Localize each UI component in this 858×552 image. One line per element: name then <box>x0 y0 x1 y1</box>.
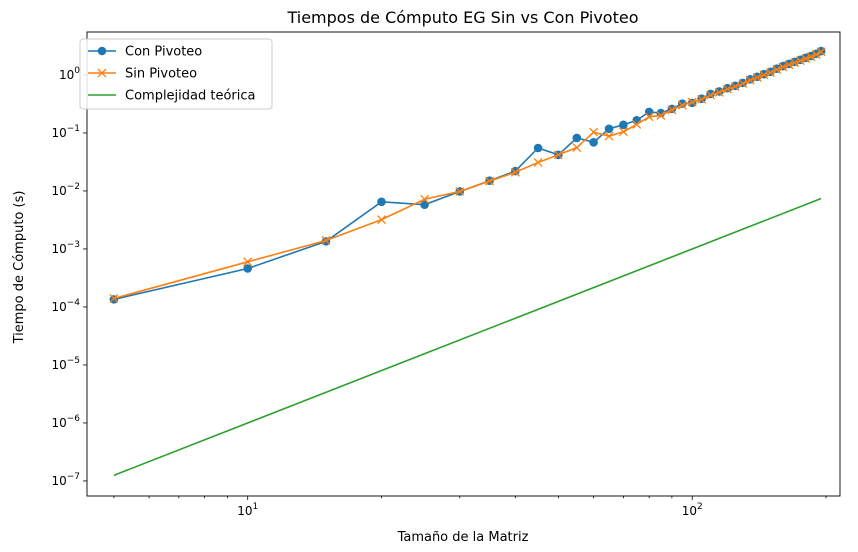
x-tick-label: 101 <box>237 502 258 518</box>
data-point-x <box>677 100 687 110</box>
data-point-x <box>632 120 642 129</box>
data-point-x <box>801 54 811 64</box>
data-point-x <box>752 73 762 83</box>
data-point-x <box>778 62 788 72</box>
data-point-x <box>377 215 386 225</box>
data-point-circle <box>243 264 252 273</box>
data-point-x <box>759 70 769 80</box>
data-point-x <box>485 176 495 186</box>
data-point-x <box>806 52 816 62</box>
data-point-x <box>811 50 821 59</box>
data-point-x <box>745 75 755 85</box>
data-point-x <box>589 127 599 137</box>
data-point-circle <box>604 124 614 134</box>
data-point-x <box>772 65 782 74</box>
chart-title: Tiempos de Cómputo EG Sin vs Con Pivoteo <box>286 8 638 27</box>
y-tick-label: 10−4 <box>51 298 80 314</box>
data-point-x <box>656 111 666 120</box>
data-point-x <box>572 143 582 153</box>
data-point-x <box>243 257 253 267</box>
legend: Con Pivoteo Sin Pivoteo Complejidad teóric… <box>79 38 273 110</box>
data-point-circle <box>572 133 582 143</box>
data-point-x <box>510 167 520 177</box>
data-point-x <box>784 60 794 70</box>
y-axis-label: Tiempo de Cómputo (s) <box>12 191 27 345</box>
legend-label: Complejidad teórica <box>125 89 256 104</box>
y-tick-label: 10−7 <box>51 472 80 488</box>
data-point-x <box>321 236 331 245</box>
data-point-x <box>667 105 677 115</box>
data-point-x <box>553 150 563 160</box>
data-point-x <box>697 94 707 104</box>
data-point-x <box>730 82 740 92</box>
legend-box <box>79 38 273 110</box>
y-tick-label: 10−6 <box>51 414 80 430</box>
y-tick-label: 10−1 <box>51 124 80 140</box>
axes-frame <box>86 31 841 497</box>
data-point-circle <box>644 107 654 117</box>
legend-marker <box>97 46 107 56</box>
legend-label: Con Pivoteo <box>125 45 202 60</box>
data-point-x <box>533 157 543 167</box>
data-point-x <box>766 68 775 77</box>
data-point-x <box>706 90 716 100</box>
data-point-x <box>722 84 732 94</box>
data-point-circle <box>589 137 598 147</box>
data-point-circle <box>533 143 543 153</box>
y-tick-label: 10−5 <box>51 356 80 372</box>
data-point-x <box>420 194 430 204</box>
y-tick-label: 100 <box>59 66 80 82</box>
y-tick-label: 10−2 <box>51 182 80 198</box>
data-point-x <box>816 47 826 57</box>
data-point-x <box>109 294 119 303</box>
data-point-x <box>790 58 800 68</box>
plot-area: 101 102 10−7 10−6 10−5 10−4 10−3 10−2 10−1 100 <box>51 31 841 518</box>
x-tick-label: 102 <box>682 502 703 518</box>
data-point-circle <box>619 120 628 130</box>
data-point-x <box>714 87 724 97</box>
series-line <box>113 197 822 477</box>
data-point-circle <box>377 197 386 207</box>
legend-label: Sin Pivoteo <box>125 67 197 82</box>
y-tick-label: 10−3 <box>51 240 80 256</box>
data-point-x <box>687 97 697 107</box>
data-point-x <box>738 79 748 89</box>
data-point-x <box>618 127 628 137</box>
data-point-x <box>604 131 614 141</box>
data-point-x <box>455 186 465 196</box>
data-point-circle <box>420 200 429 209</box>
data-point-x <box>644 112 654 122</box>
legend-marker <box>97 68 107 78</box>
x-axis-label: Tamaño de la Matriz <box>397 530 529 545</box>
data-point-x <box>795 56 805 66</box>
